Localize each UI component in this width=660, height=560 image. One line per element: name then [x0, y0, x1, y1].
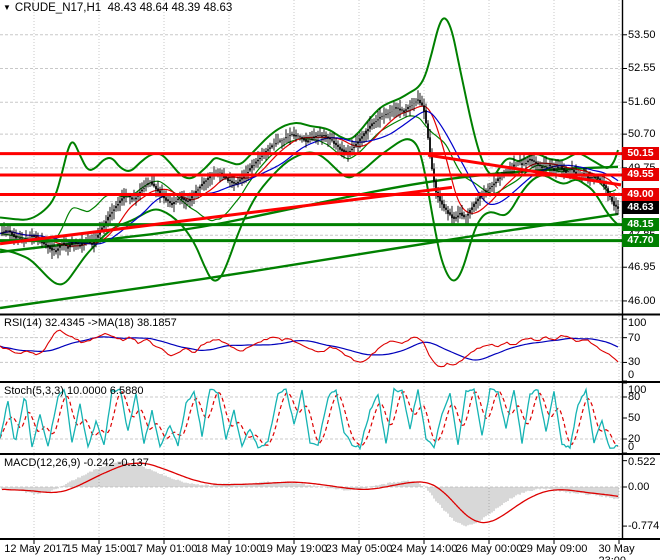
level-price-badge: 49.00 — [622, 187, 659, 201]
price-axis-label: 51.60 — [628, 96, 656, 109]
rsi-axis-label: 0 — [628, 369, 635, 381]
time-axis-label: 30 May 23:00 — [598, 543, 635, 560]
chart-title: ▼ CRUDE_N17,H1 48.43 48.64 48.39 48.63 — [3, 2, 232, 14]
stoch-main-line — [0, 387, 619, 451]
rsi-line — [0, 329, 619, 368]
price-axis-label: 52.55 — [628, 62, 656, 75]
level-price-badge: 48.15 — [622, 218, 659, 232]
time-axis-label: 29 May 09:00 — [520, 543, 588, 555]
time-axis-label: 24 May 14:00 — [390, 543, 458, 555]
rsi-axis-label: 100 — [628, 317, 647, 329]
bollinger-upper — [0, 17, 619, 221]
macd-signal-line — [1, 462, 619, 524]
macd-axis-label: 0.00 — [628, 481, 650, 493]
symbol-dropdown-icon[interactable]: ▼ — [3, 3, 11, 12]
rsi-axis-label: 30 — [628, 356, 641, 369]
time-axis-label: 17 May 01:00 — [130, 543, 198, 555]
ma-slow — [0, 110, 619, 245]
stoch-panel[interactable] — [0, 387, 619, 451]
macd-axis-label: -0.774 — [628, 520, 660, 533]
time-axis-label: 26 May 00:00 — [455, 543, 523, 555]
panel-borders — [0, 0, 660, 544]
level-price-badge: 47.70 — [622, 234, 659, 248]
stoch-indicator-label: Stoch(5,3,3) 10.0000 6.5880 — [4, 385, 144, 397]
symbol-period-label: CRUDE_N17,H1 — [14, 2, 102, 14]
rsi-panel[interactable] — [0, 329, 619, 368]
main-price-panel[interactable] — [0, 17, 622, 310]
rsi-indicator-label: RSI(14) 32.4345 ->MA(18) 38.1857 — [4, 317, 177, 329]
trendline-down — [427, 153, 622, 187]
stoch-axis-label: 0 — [628, 441, 635, 453]
macd-indicator-label: MACD(12,26,9) -0.242 -0.137 — [4, 457, 149, 469]
price-axis-label: 46.95 — [628, 261, 656, 274]
trendline-up — [0, 185, 453, 246]
stoch-axis-label: 50 — [628, 412, 641, 424]
time-axis-label: 12 May 2017 — [4, 543, 68, 555]
stoch-signal-line — [0, 390, 619, 447]
rsi-axis-label: 70 — [628, 331, 641, 344]
macd-axis-label: 0.522 — [628, 456, 656, 468]
ohlc-quote-label: 48.43 48.64 48.39 48.63 — [107, 2, 233, 14]
time-axis-label: 18 May 10:00 — [195, 543, 263, 555]
rsi-ma-line — [0, 336, 619, 361]
stoch-axis-label: 20 — [628, 433, 641, 445]
time-axis-label: 23 May 05:00 — [325, 543, 393, 555]
time-axis-label: 15 May 15:00 — [65, 543, 133, 555]
price-axis-label: 53.50 — [628, 28, 656, 41]
macd-panel[interactable] — [1, 460, 619, 527]
gridlines — [0, 0, 622, 538]
stoch-axis-label: 80 — [628, 391, 641, 403]
current-price-badge: 48.63 — [622, 201, 659, 215]
level-price-badge: 50.15 — [622, 147, 659, 161]
price-axis-label: 50.70 — [628, 128, 656, 141]
price-axis-label: 46.00 — [628, 294, 656, 307]
level-price-badge: 49.55 — [622, 168, 659, 182]
time-axis-label: 19 May 19:00 — [260, 543, 328, 555]
stoch-axis-label: 100 — [628, 384, 647, 396]
